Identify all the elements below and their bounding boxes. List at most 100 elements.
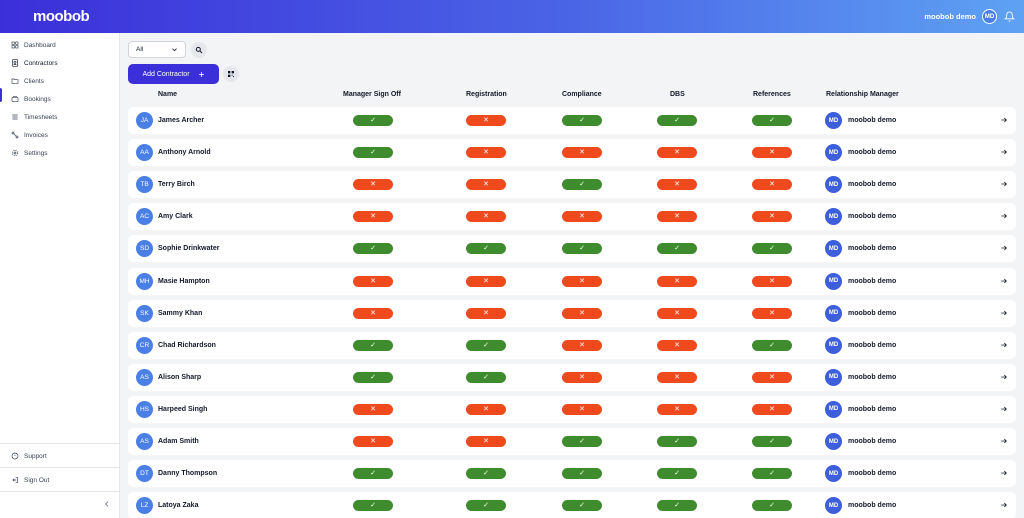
- arrow-right-icon[interactable]: [1000, 469, 1008, 477]
- sidebar-item-label: Bookings: [24, 95, 51, 103]
- sidebar-item-invoices[interactable]: Invoices: [11, 128, 48, 142]
- add-contractor-button[interactable]: Add Contractor: [128, 64, 219, 84]
- contractor-name[interactable]: Sammy Khan: [158, 309, 203, 317]
- column-header-dbs[interactable]: DBS: [670, 91, 685, 98]
- arrow-right-icon[interactable]: [1000, 309, 1008, 317]
- column-header-references[interactable]: References: [753, 91, 791, 98]
- column-header-compliance[interactable]: Compliance: [562, 91, 602, 98]
- references-status-badge: ✓: [752, 115, 792, 126]
- references-status-badge: ✕: [752, 179, 792, 191]
- manager-avatar: MD: [825, 433, 842, 450]
- search-button[interactable]: [191, 42, 207, 58]
- folder-icon: [11, 78, 19, 84]
- contractor-name[interactable]: Danny Thompson: [158, 470, 218, 478]
- registration-status-badge: ✓: [466, 371, 506, 383]
- contractor-avatar: SD: [136, 240, 153, 258]
- table-row[interactable]: SD Sophie Drinkwater ✓ ✓ ✓ ✓ ✓ MD moobob demo: [128, 235, 1016, 263]
- compliance-status-badge: ✓: [562, 243, 602, 255]
- manager-avatar: MD: [825, 400, 842, 418]
- contractor-name[interactable]: Terry Birch: [158, 181, 195, 189]
- chevron-left-icon[interactable]: [103, 500, 111, 508]
- status-filter-select[interactable]: All: [128, 41, 186, 58]
- contractor-avatar: AS: [136, 433, 153, 450]
- arrow-right-icon[interactable]: [1000, 180, 1008, 188]
- column-header-registration[interactable]: Registration: [466, 91, 507, 98]
- contractor-name[interactable]: Latoya Zaka: [158, 502, 199, 510]
- contractor-name[interactable]: Adam Smith: [158, 438, 199, 445]
- contractor-name[interactable]: Sophie Drinkwater: [158, 245, 220, 253]
- contractor-name[interactable]: James Archer: [158, 117, 205, 124]
- sidebar-item-clients[interactable]: Clients: [11, 74, 44, 88]
- arrow-right-icon[interactable]: [1000, 341, 1008, 349]
- contractor-name[interactable]: Anthony Arnold: [158, 149, 211, 157]
- table-row[interactable]: HS Harpeed Singh ✕ ✕ ✕ ✕ ✕ MD moobob demo: [128, 395, 1016, 423]
- arrow-right-icon[interactable]: [1000, 501, 1008, 509]
- arrow-right-icon[interactable]: [1000, 405, 1008, 413]
- manager-name: moobob demo: [848, 341, 897, 349]
- manager-name: moobob demo: [848, 181, 897, 189]
- arrow-right-icon[interactable]: [1000, 116, 1008, 124]
- sidebar-item-timesheets[interactable]: Timesheets: [11, 110, 57, 124]
- compliance-status-badge: ✕: [562, 307, 602, 319]
- dbs-status-badge: ✕: [657, 371, 697, 383]
- table-row[interactable]: TB Terry Birch ✕ ✕ ✓ ✕ ✕ MD moobob demo: [128, 171, 1016, 199]
- arrow-right-icon[interactable]: [1000, 277, 1008, 285]
- registration-status-badge: ✕: [466, 403, 506, 415]
- manager-avatar: MD: [825, 368, 842, 386]
- briefcase-icon: [11, 96, 19, 102]
- sign-out-link[interactable]: Sign Out: [11, 473, 49, 487]
- compliance-status-badge: ✕: [562, 371, 602, 383]
- list-icon: [12, 114, 18, 120]
- sidebar-item-settings[interactable]: Settings: [11, 146, 48, 160]
- arrow-right-icon[interactable]: [1000, 373, 1008, 381]
- registration-status-badge: ✓: [466, 339, 506, 351]
- contractor-name[interactable]: Amy Clark: [158, 213, 193, 221]
- registration-status-badge: ✕: [466, 179, 506, 191]
- manager-sign-off-status-badge: ✕: [353, 211, 393, 223]
- table-row[interactable]: AC Amy Clark ✕ ✕ ✕ ✕ ✕ MD moobob demo: [128, 203, 1016, 231]
- table-row[interactable]: MH Masie Hampton ✕ ✕ ✕ ✕ ✕ MD moobob demo: [128, 267, 1016, 295]
- contractor-name[interactable]: Masie Hampton: [158, 277, 210, 285]
- table-row[interactable]: DT Danny Thompson ✓ ✓ ✓ ✓ ✓ MD moobob demo: [128, 460, 1016, 488]
- manager-avatar: MD: [825, 112, 842, 129]
- compliance-status-badge: ✕: [562, 211, 602, 223]
- references-status-badge: ✓: [752, 243, 792, 255]
- arrow-right-icon[interactable]: [1000, 148, 1008, 156]
- arrow-right-icon[interactable]: [1000, 437, 1008, 445]
- contractor-avatar: MH: [136, 272, 153, 290]
- table-row[interactable]: AS Adam Smith ✕ ✕ ✓ ✓ ✓ MD moobob demo: [128, 428, 1016, 455]
- user-avatar[interactable]: MD: [982, 9, 997, 24]
- registration-status-badge: ✕: [466, 115, 506, 126]
- support-link[interactable]: Support: [11, 449, 47, 463]
- bell-icon[interactable]: [1004, 11, 1015, 22]
- active-indicator: [0, 88, 2, 102]
- column-header-name[interactable]: Name: [158, 91, 178, 98]
- table-row[interactable]: SK Sammy Khan ✕ ✕ ✕ ✕ ✕ MD moobob demo: [128, 299, 1016, 327]
- table-row[interactable]: JA James Archer ✓ ✕ ✓ ✓ ✓ MD moobob demo: [128, 107, 1016, 134]
- sidebar-item-bookings[interactable]: Bookings: [11, 92, 51, 106]
- manager-sign-off-status-badge: ✕: [353, 307, 393, 319]
- table-row[interactable]: CR Chad Richardson ✓ ✓ ✕ ✕ ✓ MD moobob demo: [128, 331, 1016, 359]
- contractor-name[interactable]: Harpeed Singh: [158, 405, 208, 413]
- sidebar-item-dashboard[interactable]: Dashboard: [11, 38, 56, 52]
- registration-status-badge: ✕: [466, 307, 506, 319]
- user-name[interactable]: moobob demo: [924, 12, 976, 21]
- table-row[interactable]: LZ Latoya Zaka ✓ ✓ ✓ ✓ ✓ MD moobob demo: [128, 492, 1016, 518]
- contractor-name[interactable]: Chad Richardson: [158, 341, 216, 349]
- contractor-name[interactable]: Alison Sharp: [158, 373, 202, 381]
- table-row[interactable]: AS Alison Sharp ✓ ✓ ✕ ✕ ✕ MD moobob demo: [128, 363, 1016, 391]
- help-icon: [11, 452, 19, 460]
- table-row[interactable]: AA Anthony Arnold ✓ ✕ ✕ ✕ ✕ MD moobob demo: [128, 139, 1016, 167]
- references-status-badge: ✓: [752, 436, 792, 447]
- column-header-manager-sign-off[interactable]: Manager Sign Off: [343, 91, 401, 98]
- dbs-status-badge: ✓: [657, 243, 697, 255]
- app-logo[interactable]: moobob: [33, 8, 90, 25]
- sidebar-item-label: Timesheets: [24, 113, 58, 121]
- arrow-right-icon[interactable]: [1000, 244, 1008, 252]
- qr-code-button[interactable]: [223, 66, 239, 82]
- sidebar-item-contractors[interactable]: Contractors: [11, 56, 58, 70]
- contractor-avatar: SK: [136, 304, 153, 322]
- column-header-relationship-manager[interactable]: Relationship Manager: [826, 91, 899, 98]
- references-status-badge: ✕: [752, 147, 792, 159]
- arrow-right-icon[interactable]: [1000, 212, 1008, 220]
